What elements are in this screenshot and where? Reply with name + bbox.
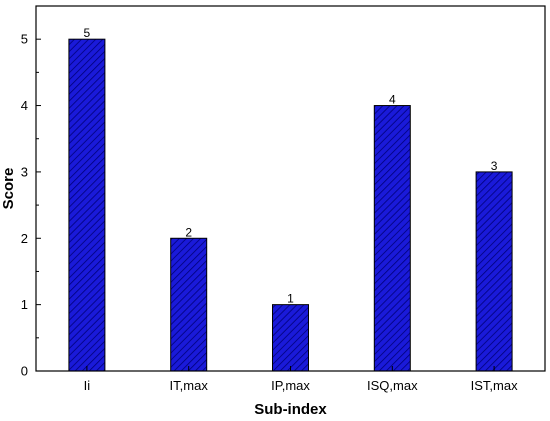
x-tick-label-4: IST,max (471, 378, 518, 393)
y-tick-label-2: 2 (21, 231, 28, 246)
bar-0 (68, 38, 106, 372)
data-label-4: 3 (491, 159, 498, 173)
y-tick-label-0: 0 (21, 364, 28, 379)
x-axis: Ii IT,max IP,max ISQ,max IST,max (84, 366, 518, 393)
data-label-1: 2 (185, 225, 192, 239)
data-label-2: 1 (287, 292, 294, 306)
y-axis-title: Score (0, 168, 17, 210)
y-tick-label-4: 4 (21, 98, 28, 113)
data-label-3: 4 (389, 93, 396, 107)
data-labels-layer: 5 2 1 4 3 (84, 26, 498, 305)
x-tick-label-3: ISQ,max (367, 378, 418, 393)
bar-2 (272, 304, 309, 372)
bar-3 (373, 105, 411, 372)
data-label-0: 5 (84, 26, 91, 40)
x-tick-label-0: Ii (84, 378, 91, 393)
x-tick-label-1: IT,max (170, 378, 209, 393)
y-tick-label-3: 3 (21, 164, 28, 179)
bars-layer (68, 38, 513, 372)
y-tick-label-5: 5 (21, 32, 28, 47)
bar-1 (170, 237, 208, 372)
x-axis-title: Sub-index (254, 401, 327, 418)
y-axis: 0 1 2 3 4 5 (21, 32, 41, 379)
y-tick-label-1: 1 (21, 297, 28, 312)
x-tick-label-2: IP,max (271, 378, 310, 393)
bar-4 (475, 171, 513, 372)
